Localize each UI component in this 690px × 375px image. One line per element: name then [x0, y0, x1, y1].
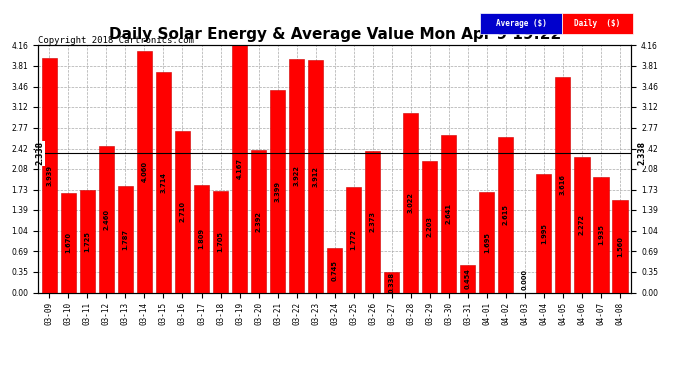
Bar	[574, 158, 589, 292]
Text: 1.995: 1.995	[541, 223, 547, 244]
Bar	[270, 90, 285, 292]
Text: 3.616: 3.616	[560, 174, 566, 195]
Text: Daily  ($): Daily ($)	[574, 19, 621, 28]
Bar	[137, 51, 152, 292]
Text: 2.272: 2.272	[579, 214, 585, 236]
Text: 2.615: 2.615	[503, 204, 509, 225]
Title: Daily Solar Energy & Average Value Mon Apr 9 19:22: Daily Solar Energy & Average Value Mon A…	[108, 27, 561, 42]
Bar	[498, 137, 513, 292]
Text: 0.745: 0.745	[332, 260, 337, 281]
Bar	[194, 185, 209, 292]
Text: 2.373: 2.373	[370, 211, 375, 232]
Bar	[42, 58, 57, 292]
Bar	[555, 77, 571, 292]
Text: 1.725: 1.725	[84, 231, 90, 252]
Text: Average ($): Average ($)	[495, 19, 546, 28]
Text: 4.060: 4.060	[141, 161, 148, 182]
Text: 2.203: 2.203	[426, 216, 433, 237]
Bar	[80, 190, 95, 292]
Bar	[61, 193, 76, 292]
Bar	[593, 177, 609, 292]
Text: 1.809: 1.809	[199, 228, 204, 249]
Text: 3.922: 3.922	[294, 165, 299, 186]
Bar	[479, 192, 495, 292]
Bar	[156, 72, 171, 292]
Bar	[213, 191, 228, 292]
Bar	[175, 131, 190, 292]
Text: 0.000: 0.000	[522, 269, 528, 290]
Text: 2.710: 2.710	[179, 201, 186, 222]
Text: 1.705: 1.705	[217, 231, 224, 252]
Bar	[403, 113, 418, 292]
Text: 2.641: 2.641	[446, 203, 452, 224]
Text: Copyright 2018 Cartronics.com: Copyright 2018 Cartronics.com	[38, 36, 194, 45]
Text: 0.454: 0.454	[465, 268, 471, 290]
Text: 2.338: 2.338	[35, 141, 44, 165]
Text: 4.167: 4.167	[237, 158, 243, 179]
Text: 2.392: 2.392	[255, 211, 262, 232]
Text: 3.939: 3.939	[46, 165, 52, 186]
Bar	[346, 187, 362, 292]
Bar	[251, 150, 266, 292]
Text: 1.787: 1.787	[122, 229, 128, 250]
Text: 2.460: 2.460	[104, 209, 110, 230]
Text: 1.560: 1.560	[617, 236, 623, 256]
Text: 2.338: 2.338	[638, 141, 647, 165]
Text: 3.714: 3.714	[161, 171, 166, 192]
Bar	[99, 146, 114, 292]
Bar	[327, 248, 342, 292]
Bar	[384, 272, 400, 292]
Bar	[536, 174, 551, 292]
Text: 1.935: 1.935	[598, 225, 604, 245]
Text: 3.022: 3.022	[408, 192, 414, 213]
Bar	[289, 59, 304, 292]
Bar	[308, 60, 323, 292]
Bar	[365, 152, 380, 292]
Text: 0.338: 0.338	[388, 272, 395, 293]
Text: 3.399: 3.399	[275, 181, 281, 202]
Text: 3.912: 3.912	[313, 166, 319, 187]
Bar	[118, 186, 133, 292]
Text: 1.772: 1.772	[351, 229, 357, 250]
Bar	[232, 45, 247, 292]
Text: 1.695: 1.695	[484, 232, 490, 252]
Bar	[612, 200, 627, 292]
Bar	[441, 135, 456, 292]
Bar	[460, 266, 475, 292]
Text: 1.670: 1.670	[66, 232, 71, 254]
Bar	[422, 161, 437, 292]
